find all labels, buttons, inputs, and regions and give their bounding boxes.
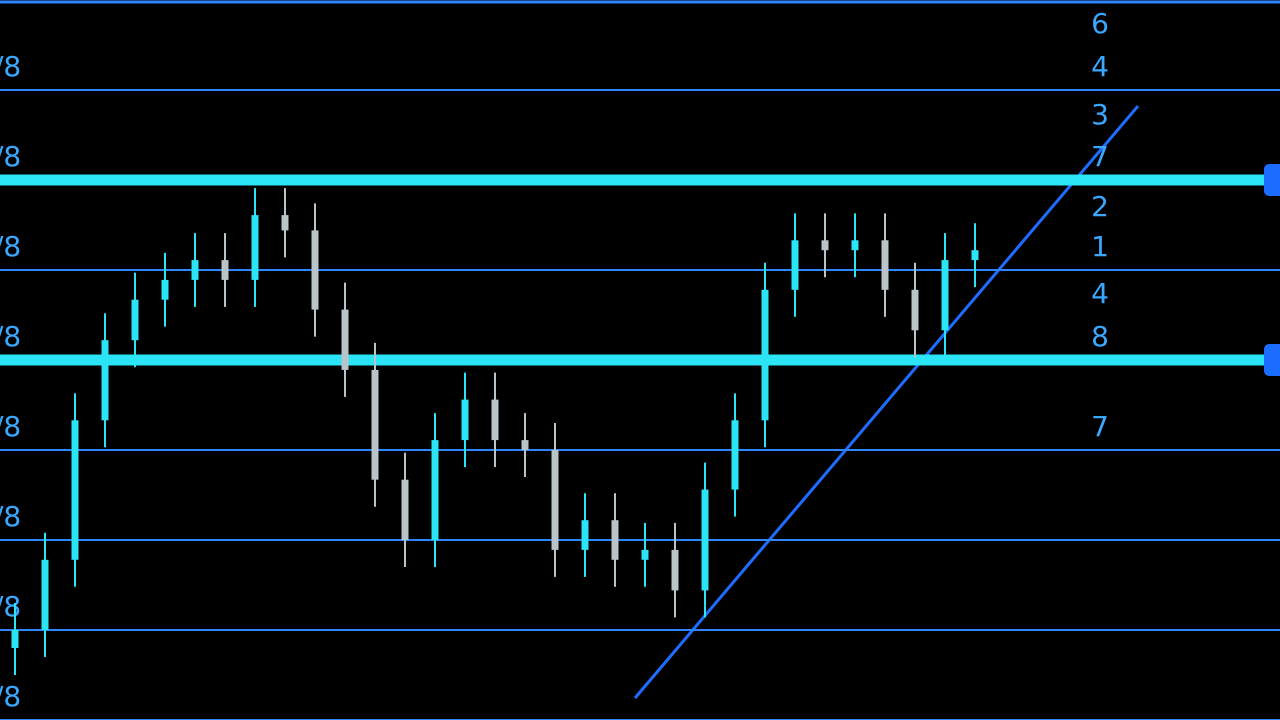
right-label: 4 xyxy=(1091,50,1109,83)
candle-body xyxy=(371,369,379,480)
candle-body xyxy=(941,260,949,331)
candle-body xyxy=(311,230,319,310)
level-label: /8 xyxy=(0,500,21,533)
candle-body xyxy=(641,549,649,560)
candle-body xyxy=(161,279,169,300)
candle-body xyxy=(671,549,679,591)
candle-body xyxy=(221,260,229,280)
candle-body xyxy=(131,299,139,341)
candle-body xyxy=(281,215,289,231)
candle-body xyxy=(911,289,919,331)
candle-body xyxy=(431,440,439,540)
candle-body xyxy=(401,479,409,540)
right-label: 6 xyxy=(1091,7,1109,40)
right-label: 4 xyxy=(1091,277,1109,310)
band-handle[interactable] xyxy=(1264,164,1280,196)
candle-body xyxy=(881,240,889,290)
candle-body xyxy=(701,489,709,591)
right-label: 2 xyxy=(1091,190,1109,223)
candle-body xyxy=(101,340,109,421)
level-label: /8 xyxy=(0,590,21,623)
level-label: /8 xyxy=(0,320,21,353)
candle-body xyxy=(821,240,829,251)
level-label: /8 xyxy=(0,140,21,173)
candle-body xyxy=(611,520,619,560)
candle-body xyxy=(251,215,259,280)
candle-body xyxy=(11,630,19,648)
candle-body xyxy=(791,240,799,290)
right-label: 8 xyxy=(1091,320,1109,353)
candle-body xyxy=(551,450,559,550)
level-label: /8 xyxy=(0,410,21,443)
right-label: 3 xyxy=(1091,98,1109,131)
candle-body xyxy=(341,309,349,370)
candle-body xyxy=(41,559,49,630)
candle-body xyxy=(851,240,859,251)
right-label: 7 xyxy=(1091,410,1109,443)
candle-body xyxy=(761,289,769,421)
candle-body xyxy=(491,399,499,441)
trend-line[interactable] xyxy=(633,105,1140,699)
level-label: /8 xyxy=(0,680,21,713)
candle-body xyxy=(971,250,979,261)
right-label: 1 xyxy=(1091,230,1109,263)
candle-body xyxy=(581,520,589,550)
level-label: /8 xyxy=(0,230,21,263)
candle-body xyxy=(521,440,529,450)
right-label: 7 xyxy=(1091,140,1109,173)
candle-body xyxy=(71,420,79,560)
band-handle[interactable] xyxy=(1264,344,1280,376)
candle-body xyxy=(191,260,199,280)
candle-body xyxy=(461,399,469,441)
candle-body xyxy=(731,420,739,490)
level-label: /8 xyxy=(0,50,21,83)
